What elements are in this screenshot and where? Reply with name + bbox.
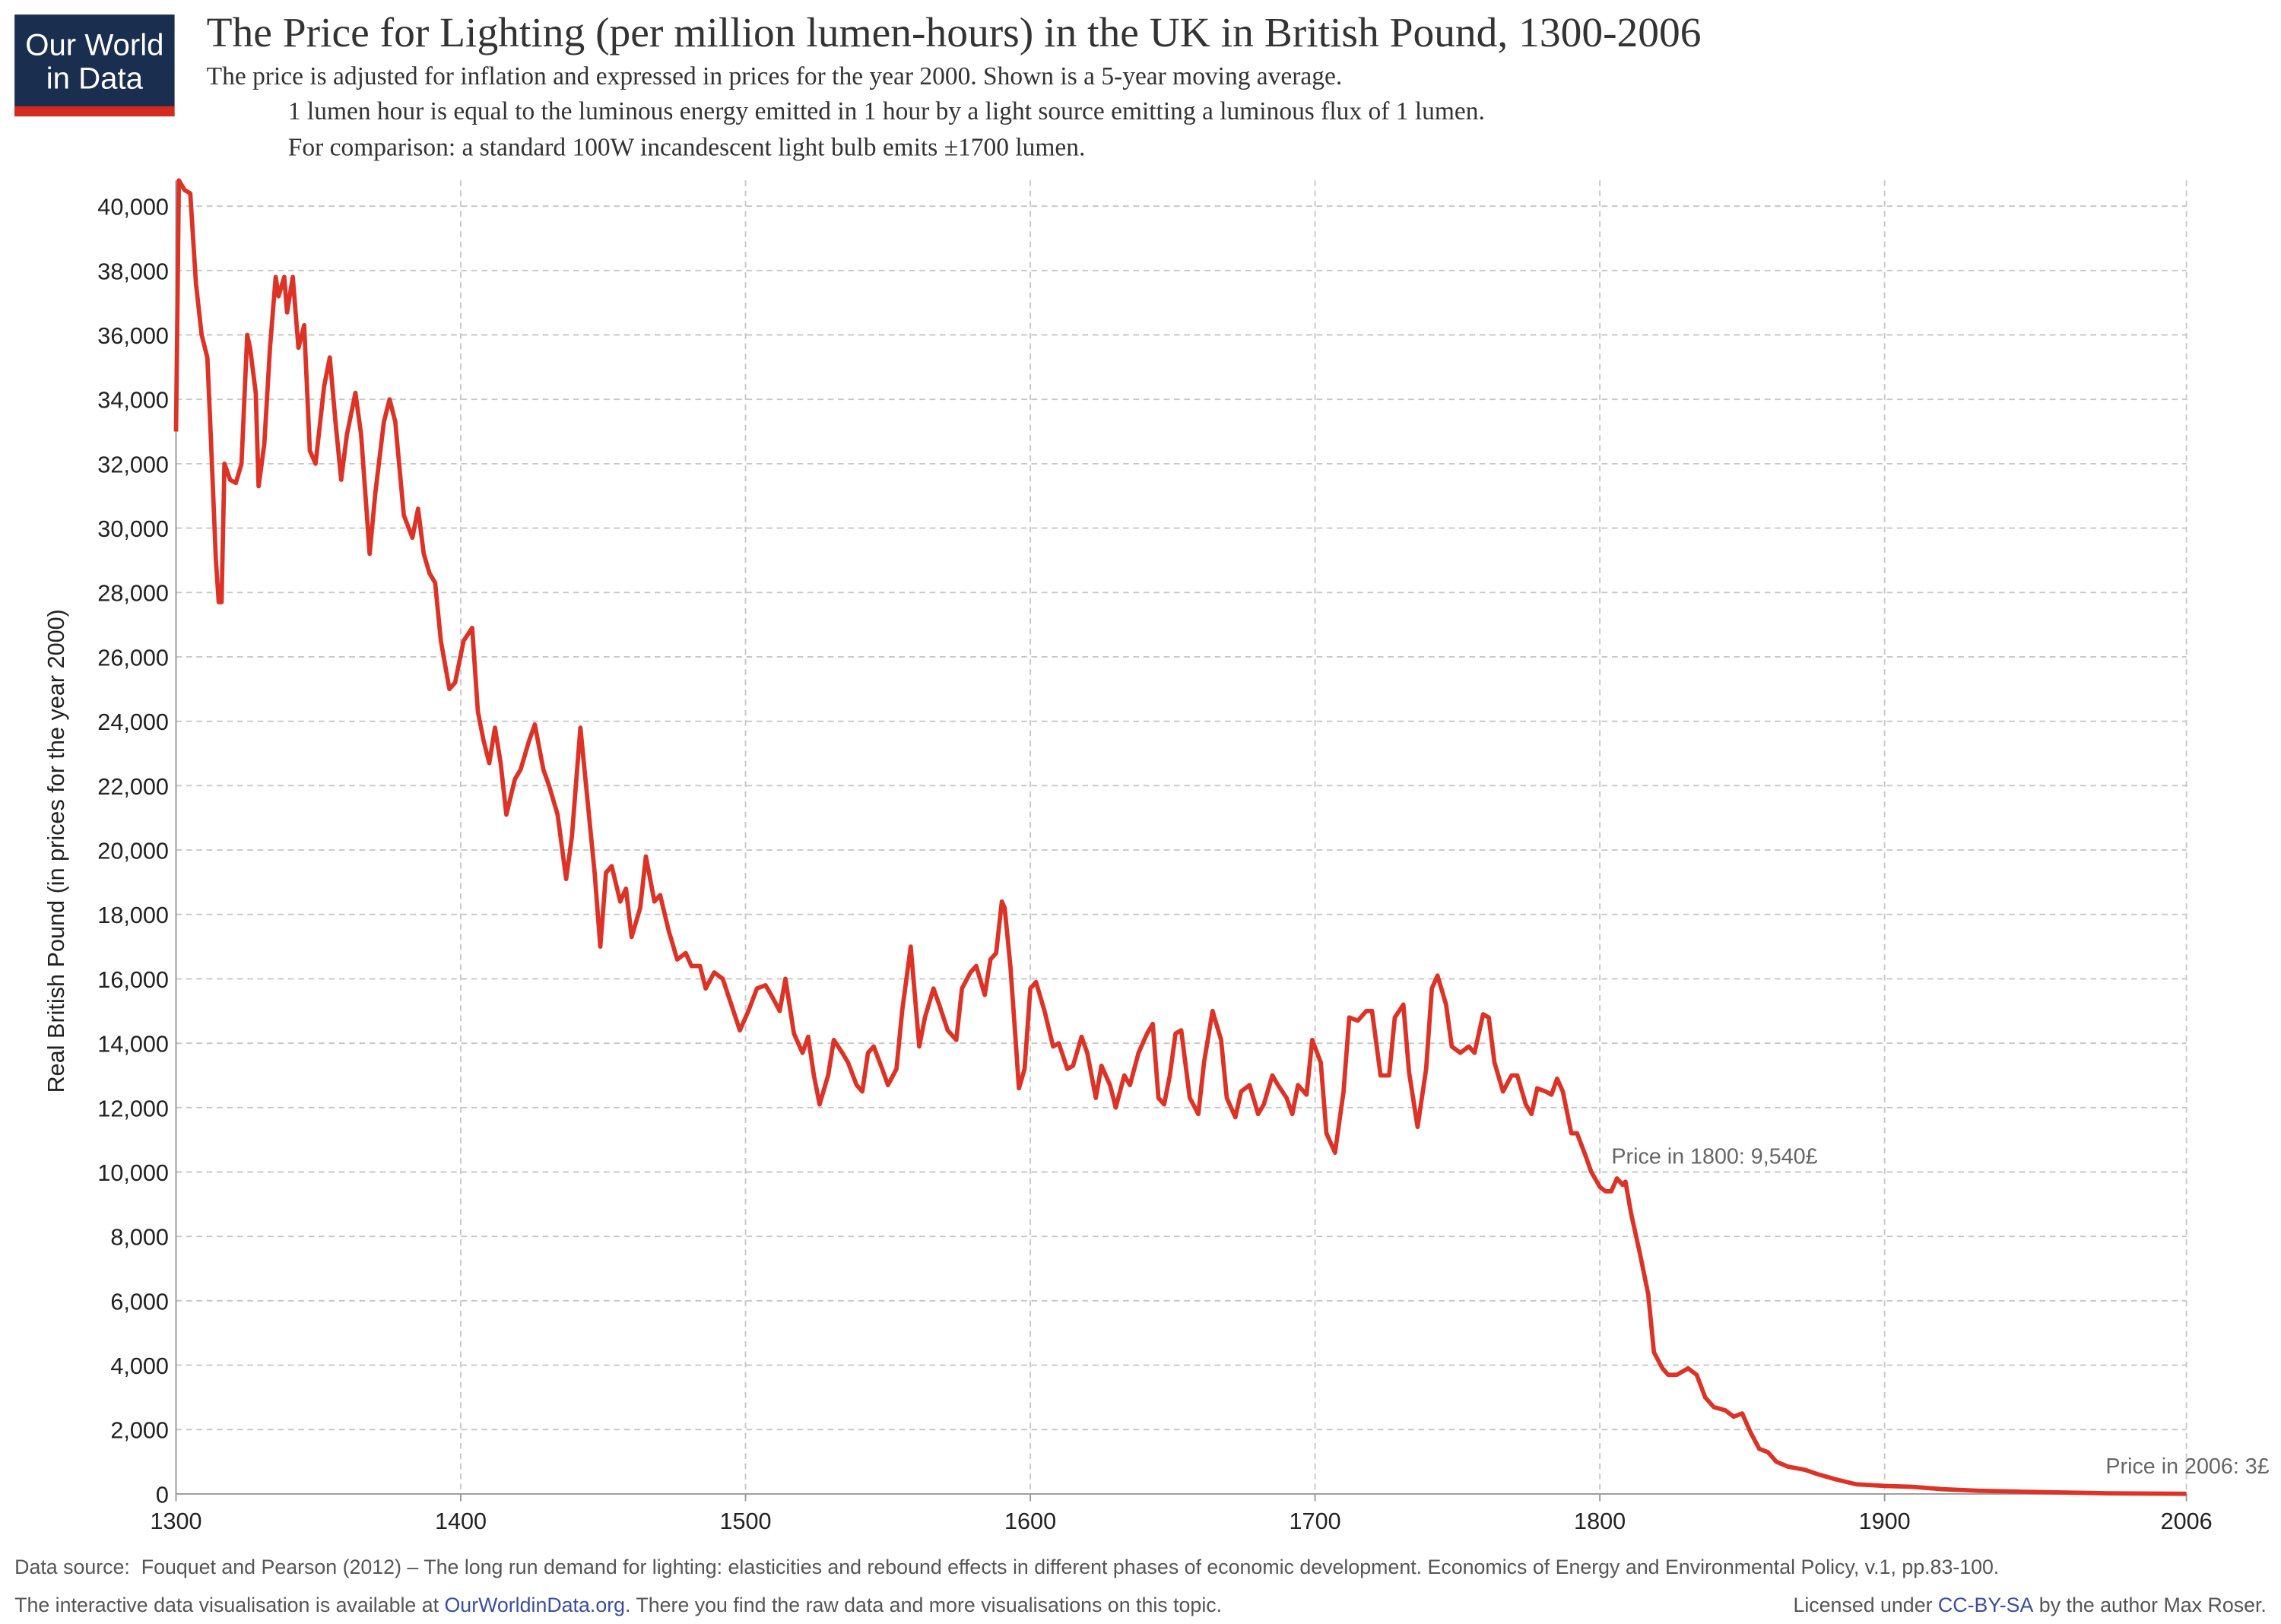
y-tick-label: 38,000 bbox=[97, 259, 169, 284]
x-tick-label: 2006 bbox=[2161, 1508, 2213, 1534]
y-axis-label: Real British Pound (in prices for the ye… bbox=[43, 609, 69, 1093]
y-tick-label: 30,000 bbox=[97, 516, 169, 542]
y-tick-label: 18,000 bbox=[97, 902, 169, 928]
x-tick-label: 1500 bbox=[719, 1508, 771, 1534]
x-tick-label: 1400 bbox=[435, 1508, 487, 1534]
chart-subtitle: The price is adjusted for inflation and … bbox=[207, 62, 1343, 90]
y-tick-label: 14,000 bbox=[97, 1032, 169, 1058]
y-tick-label: 6,000 bbox=[110, 1289, 169, 1315]
y-tick-label: 24,000 bbox=[97, 709, 169, 735]
y-tick-label: 0 bbox=[156, 1482, 169, 1508]
chart-subtitle: For comparison: a standard 100W incandes… bbox=[288, 134, 1086, 162]
y-tick-label: 36,000 bbox=[97, 323, 169, 349]
x-tick-label: 1900 bbox=[1859, 1508, 1911, 1534]
data-line bbox=[173, 178, 2187, 1496]
y-tick-label: 12,000 bbox=[97, 1096, 169, 1121]
y-tick-label: 10,000 bbox=[97, 1160, 169, 1186]
y-tick-label: 8,000 bbox=[110, 1225, 169, 1251]
annotation: Price in 2006: 3£ bbox=[2105, 1454, 2269, 1479]
annotation: Price in 1800: 9,540£ bbox=[1611, 1144, 1817, 1169]
license: Licensed under CC-BY-SA by the author Ma… bbox=[1793, 1594, 2266, 1616]
logo-text: Our World bbox=[25, 28, 163, 62]
y-tick-label: 4,000 bbox=[110, 1353, 169, 1379]
chart-title: The Price for Lighting (per million lume… bbox=[207, 10, 1702, 56]
footer-note: The interactive data visualisation is av… bbox=[14, 1594, 1222, 1616]
footer-text: . There you find the raw data and more v… bbox=[625, 1594, 1222, 1616]
logo-text: in Data bbox=[46, 62, 144, 96]
y-tick-label: 20,000 bbox=[97, 839, 169, 864]
x-tick-label: 1800 bbox=[1574, 1508, 1626, 1534]
y-tick-label: 40,000 bbox=[97, 195, 169, 220]
y-tick-label: 26,000 bbox=[97, 645, 169, 671]
data-source: Data source: Fouquet and Pearson (2012) … bbox=[14, 1556, 1999, 1578]
x-tick-label: 1700 bbox=[1290, 1508, 1341, 1534]
logo-bar bbox=[14, 106, 175, 117]
x-tick-label: 1300 bbox=[150, 1508, 201, 1534]
y-tick-label: 22,000 bbox=[97, 774, 169, 800]
footer-text: by the author Max Roser. bbox=[2033, 1594, 2266, 1616]
y-tick-label: 32,000 bbox=[97, 452, 169, 477]
footer-text: The interactive data visualisation is av… bbox=[14, 1594, 444, 1616]
license-link[interactable]: CC-BY-SA bbox=[1938, 1594, 2034, 1616]
footer-text: Licensed under bbox=[1793, 1594, 1937, 1616]
y-tick-label: 34,000 bbox=[97, 388, 169, 414]
y-tick-label: 2,000 bbox=[110, 1418, 169, 1444]
footer-link[interactable]: OurWorldinData.org bbox=[444, 1594, 625, 1616]
logo-box bbox=[14, 14, 175, 117]
x-tick-label: 1600 bbox=[1004, 1508, 1056, 1534]
plot-area: 0 2,000 4,000 6,000 8,000 10,000 12,000 14,000 1… bbox=[97, 178, 2270, 1534]
y-tick-label: 16,000 bbox=[97, 967, 169, 993]
logo: Our World in Data bbox=[14, 14, 175, 117]
y-tick-label: 28,000 bbox=[97, 581, 169, 607]
chart-subtitle: 1 lumen hour is equal to the luminous en… bbox=[288, 97, 1485, 125]
